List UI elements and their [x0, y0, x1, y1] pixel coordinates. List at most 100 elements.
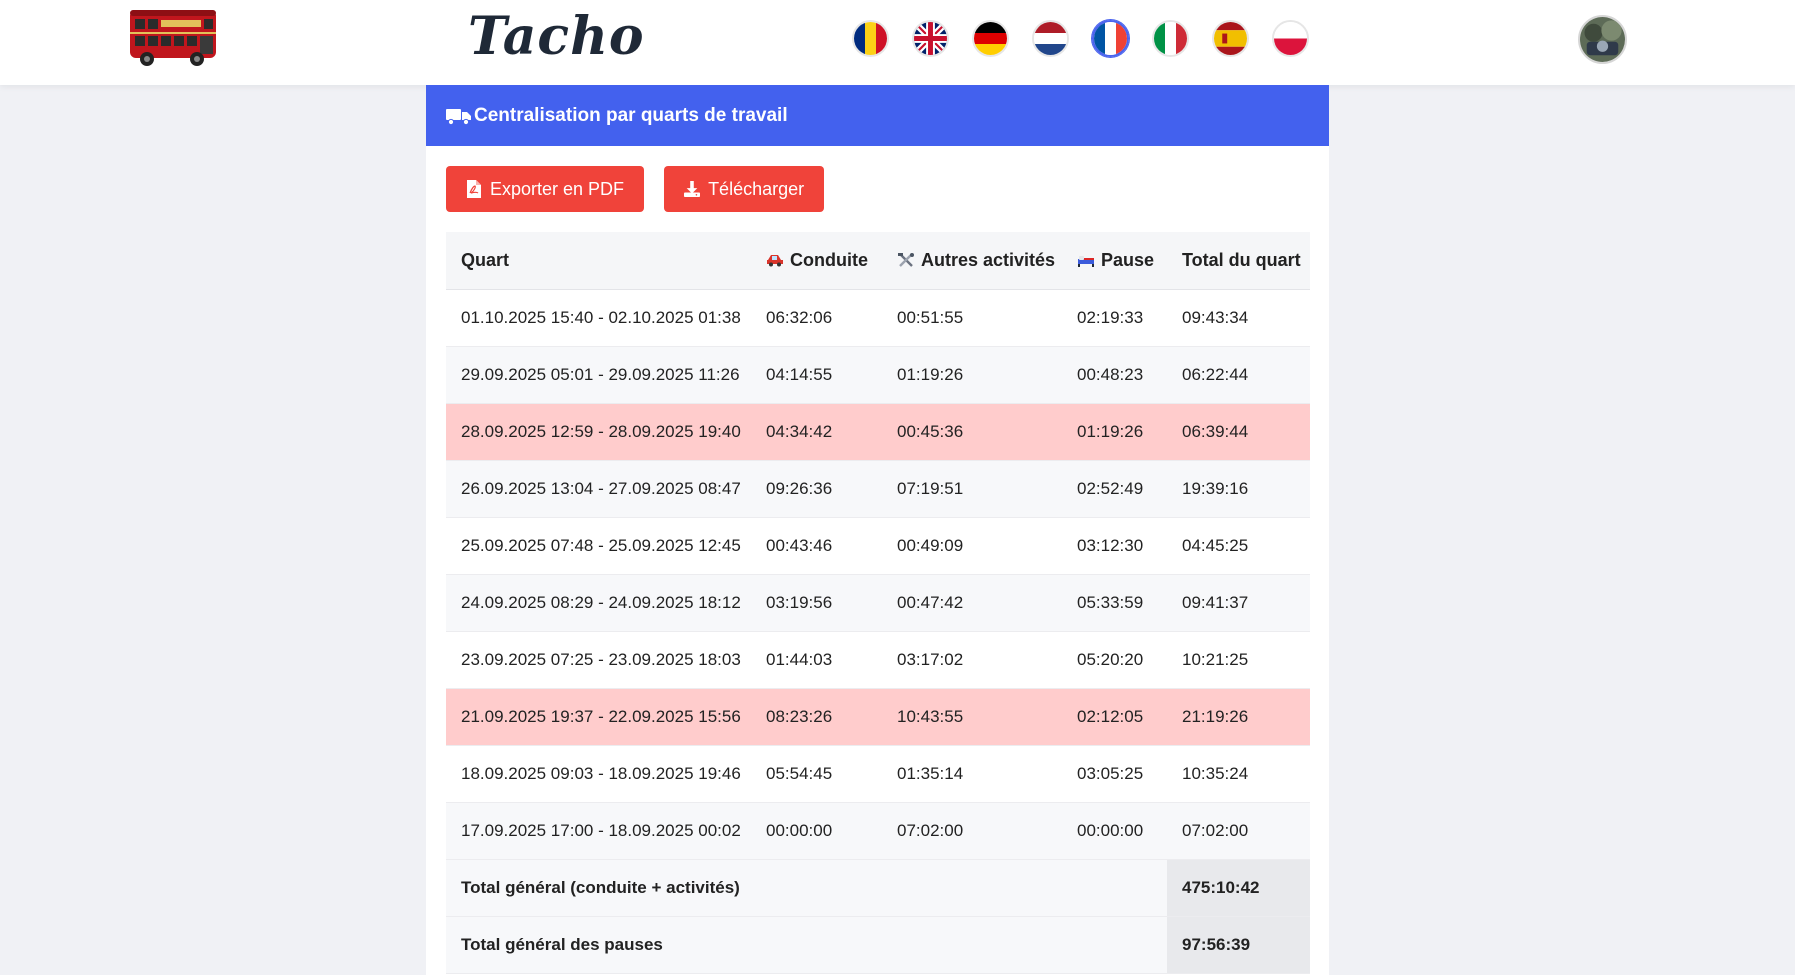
footer-label: Total général (conduite + activités) — [446, 859, 1167, 917]
cell-other: 00:45:36 — [882, 403, 1062, 461]
cell-total: 07:02:00 — [1167, 802, 1310, 860]
cell-driving: 00:43:46 — [751, 517, 882, 575]
table-row: 18.09.2025 09:03 - 18.09.2025 19:46 05:54… — [446, 745, 1310, 803]
action-bar: Exporter en PDF Télécharger — [446, 166, 825, 212]
cell-total: 09:43:34 — [1167, 289, 1310, 347]
bed-icon — [1078, 255, 1094, 267]
download-label: Télécharger — [708, 178, 805, 199]
cell-shift: 26.09.2025 13:04 - 27.09.2025 08:47 — [446, 460, 751, 518]
cell-other: 00:49:09 — [882, 517, 1062, 575]
language-switcher — [852, 20, 1309, 57]
cell-total: 09:41:37 — [1167, 574, 1310, 632]
cell-driving: 03:19:56 — [751, 574, 882, 632]
cell-shift: 23.09.2025 07:25 - 23.09.2025 18:03 — [446, 631, 751, 689]
table-row: 21.09.2025 19:37 - 22.09.2025 15:56 08:23… — [446, 688, 1310, 746]
col-header-pause: Pause — [1062, 232, 1167, 290]
shifts-table: Quart Conduite Autres activités — [446, 232, 1310, 974]
cell-pause: 01:19:26 — [1062, 403, 1167, 461]
cell-other: 01:35:14 — [882, 745, 1062, 803]
table-row: 24.09.2025 08:29 - 24.09.2025 18:12 03:19… — [446, 574, 1310, 632]
cell-total: 06:39:44 — [1167, 403, 1310, 461]
cell-other: 01:19:26 — [882, 346, 1062, 404]
cell-other: 03:17:02 — [882, 631, 1062, 689]
cell-pause: 00:00:00 — [1062, 802, 1167, 860]
export-pdf-button[interactable]: Exporter en PDF — [446, 166, 645, 212]
table-row: 28.09.2025 12:59 - 28.09.2025 19:40 04:34… — [446, 403, 1310, 461]
cell-total: 06:22:44 — [1167, 346, 1310, 404]
cell-shift: 29.09.2025 05:01 - 29.09.2025 11:26 — [446, 346, 751, 404]
cell-shift: 28.09.2025 12:59 - 28.09.2025 19:40 — [446, 403, 751, 461]
cell-pause: 03:05:25 — [1062, 745, 1167, 803]
cell-total: 21:19:26 — [1167, 688, 1310, 746]
top-navbar: Tacho — [0, 0, 1795, 85]
germany-flag-icon[interactable] — [972, 20, 1009, 57]
car-icon — [767, 254, 783, 267]
cell-driving: 06:32:06 — [751, 289, 882, 347]
bus-logo-icon[interactable] — [127, 6, 222, 68]
footer-label: Total général des pauses — [446, 916, 1167, 974]
download-button[interactable]: Télécharger — [664, 166, 825, 212]
cell-pause: 03:12:30 — [1062, 517, 1167, 575]
cell-total: 19:39:16 — [1167, 460, 1310, 518]
table-row: 25.09.2025 07:48 - 25.09.2025 12:45 00:43… — [446, 517, 1310, 575]
france-flag-icon[interactable] — [1092, 20, 1129, 57]
tools-icon — [898, 252, 914, 267]
cell-pause: 05:20:20 — [1062, 631, 1167, 689]
table-row: 17.09.2025 17:00 - 18.09.2025 00:02 00:00… — [446, 802, 1310, 860]
col-header-driving: Conduite — [751, 232, 882, 290]
table-header-row: Quart Conduite Autres activités — [446, 232, 1310, 290]
cell-driving: 04:34:42 — [751, 403, 882, 461]
cell-other: 00:47:42 — [882, 574, 1062, 632]
download-icon — [684, 181, 701, 197]
file-pdf-icon — [467, 180, 481, 198]
col-header-total: Total du quart — [1167, 232, 1310, 290]
footer-row-total-pauses: Total général des pauses 97:56:39 — [446, 916, 1310, 974]
cell-other: 00:51:55 — [882, 289, 1062, 347]
poland-flag-icon[interactable] — [1272, 20, 1309, 57]
table-row: 26.09.2025 13:04 - 27.09.2025 08:47 09:26… — [446, 460, 1310, 518]
cell-pause: 02:19:33 — [1062, 289, 1167, 347]
cell-driving: 04:14:55 — [751, 346, 882, 404]
footer-row-total-activities: Total général (conduite + activités) 475… — [446, 859, 1310, 917]
cell-total: 04:45:25 — [1167, 517, 1310, 575]
export-pdf-label: Exporter en PDF — [490, 178, 625, 199]
cell-driving: 05:54:45 — [751, 745, 882, 803]
truck-icon — [446, 108, 471, 125]
card-title: Centralisation par quarts de travail — [474, 104, 788, 126]
cell-shift: 18.09.2025 09:03 - 18.09.2025 19:46 — [446, 745, 751, 803]
italy-flag-icon[interactable] — [1152, 20, 1189, 57]
col-header-shift: Quart — [446, 232, 751, 290]
cell-driving: 09:26:36 — [751, 460, 882, 518]
brand-title[interactable]: Tacho — [468, 6, 645, 67]
cell-pause: 05:33:59 — [1062, 574, 1167, 632]
col-header-other: Autres activités — [882, 232, 1062, 290]
cell-shift: 01.10.2025 15:40 - 02.10.2025 01:38 — [446, 289, 751, 347]
cell-other: 10:43:55 — [882, 688, 1062, 746]
cell-shift: 21.09.2025 19:37 - 22.09.2025 15:56 — [446, 688, 751, 746]
cell-pause: 00:48:23 — [1062, 346, 1167, 404]
netherlands-flag-icon[interactable] — [1032, 20, 1069, 57]
cell-shift: 25.09.2025 07:48 - 25.09.2025 12:45 — [446, 517, 751, 575]
cell-shift: 17.09.2025 17:00 - 18.09.2025 00:02 — [446, 802, 751, 860]
card-header: Centralisation par quarts de travail — [426, 85, 1329, 146]
cell-other: 07:02:00 — [882, 802, 1062, 860]
table-row: 23.09.2025 07:25 - 23.09.2025 18:03 01:44… — [446, 631, 1310, 689]
cell-other: 07:19:51 — [882, 460, 1062, 518]
table-row: 29.09.2025 05:01 - 29.09.2025 11:26 04:14… — [446, 346, 1310, 404]
romania-flag-icon[interactable] — [852, 20, 889, 57]
cell-total: 10:35:24 — [1167, 745, 1310, 803]
cell-driving: 00:00:00 — [751, 802, 882, 860]
cell-driving: 01:44:03 — [751, 631, 882, 689]
user-avatar[interactable] — [1578, 15, 1627, 64]
footer-value: 97:56:39 — [1167, 916, 1310, 974]
footer-value: 475:10:42 — [1167, 859, 1310, 917]
cell-pause: 02:12:05 — [1062, 688, 1167, 746]
cell-shift: 24.09.2025 08:29 - 24.09.2025 18:12 — [446, 574, 751, 632]
shifts-card: Centralisation par quarts de travail Exp… — [426, 85, 1329, 975]
cell-pause: 02:52:49 — [1062, 460, 1167, 518]
uk-flag-icon[interactable] — [912, 20, 949, 57]
table-body: 01.10.2025 15:40 - 02.10.2025 01:38 06:32… — [446, 289, 1310, 860]
spain-flag-icon[interactable] — [1212, 20, 1249, 57]
table-row: 01.10.2025 15:40 - 02.10.2025 01:38 06:32… — [446, 289, 1310, 347]
cell-total: 10:21:25 — [1167, 631, 1310, 689]
